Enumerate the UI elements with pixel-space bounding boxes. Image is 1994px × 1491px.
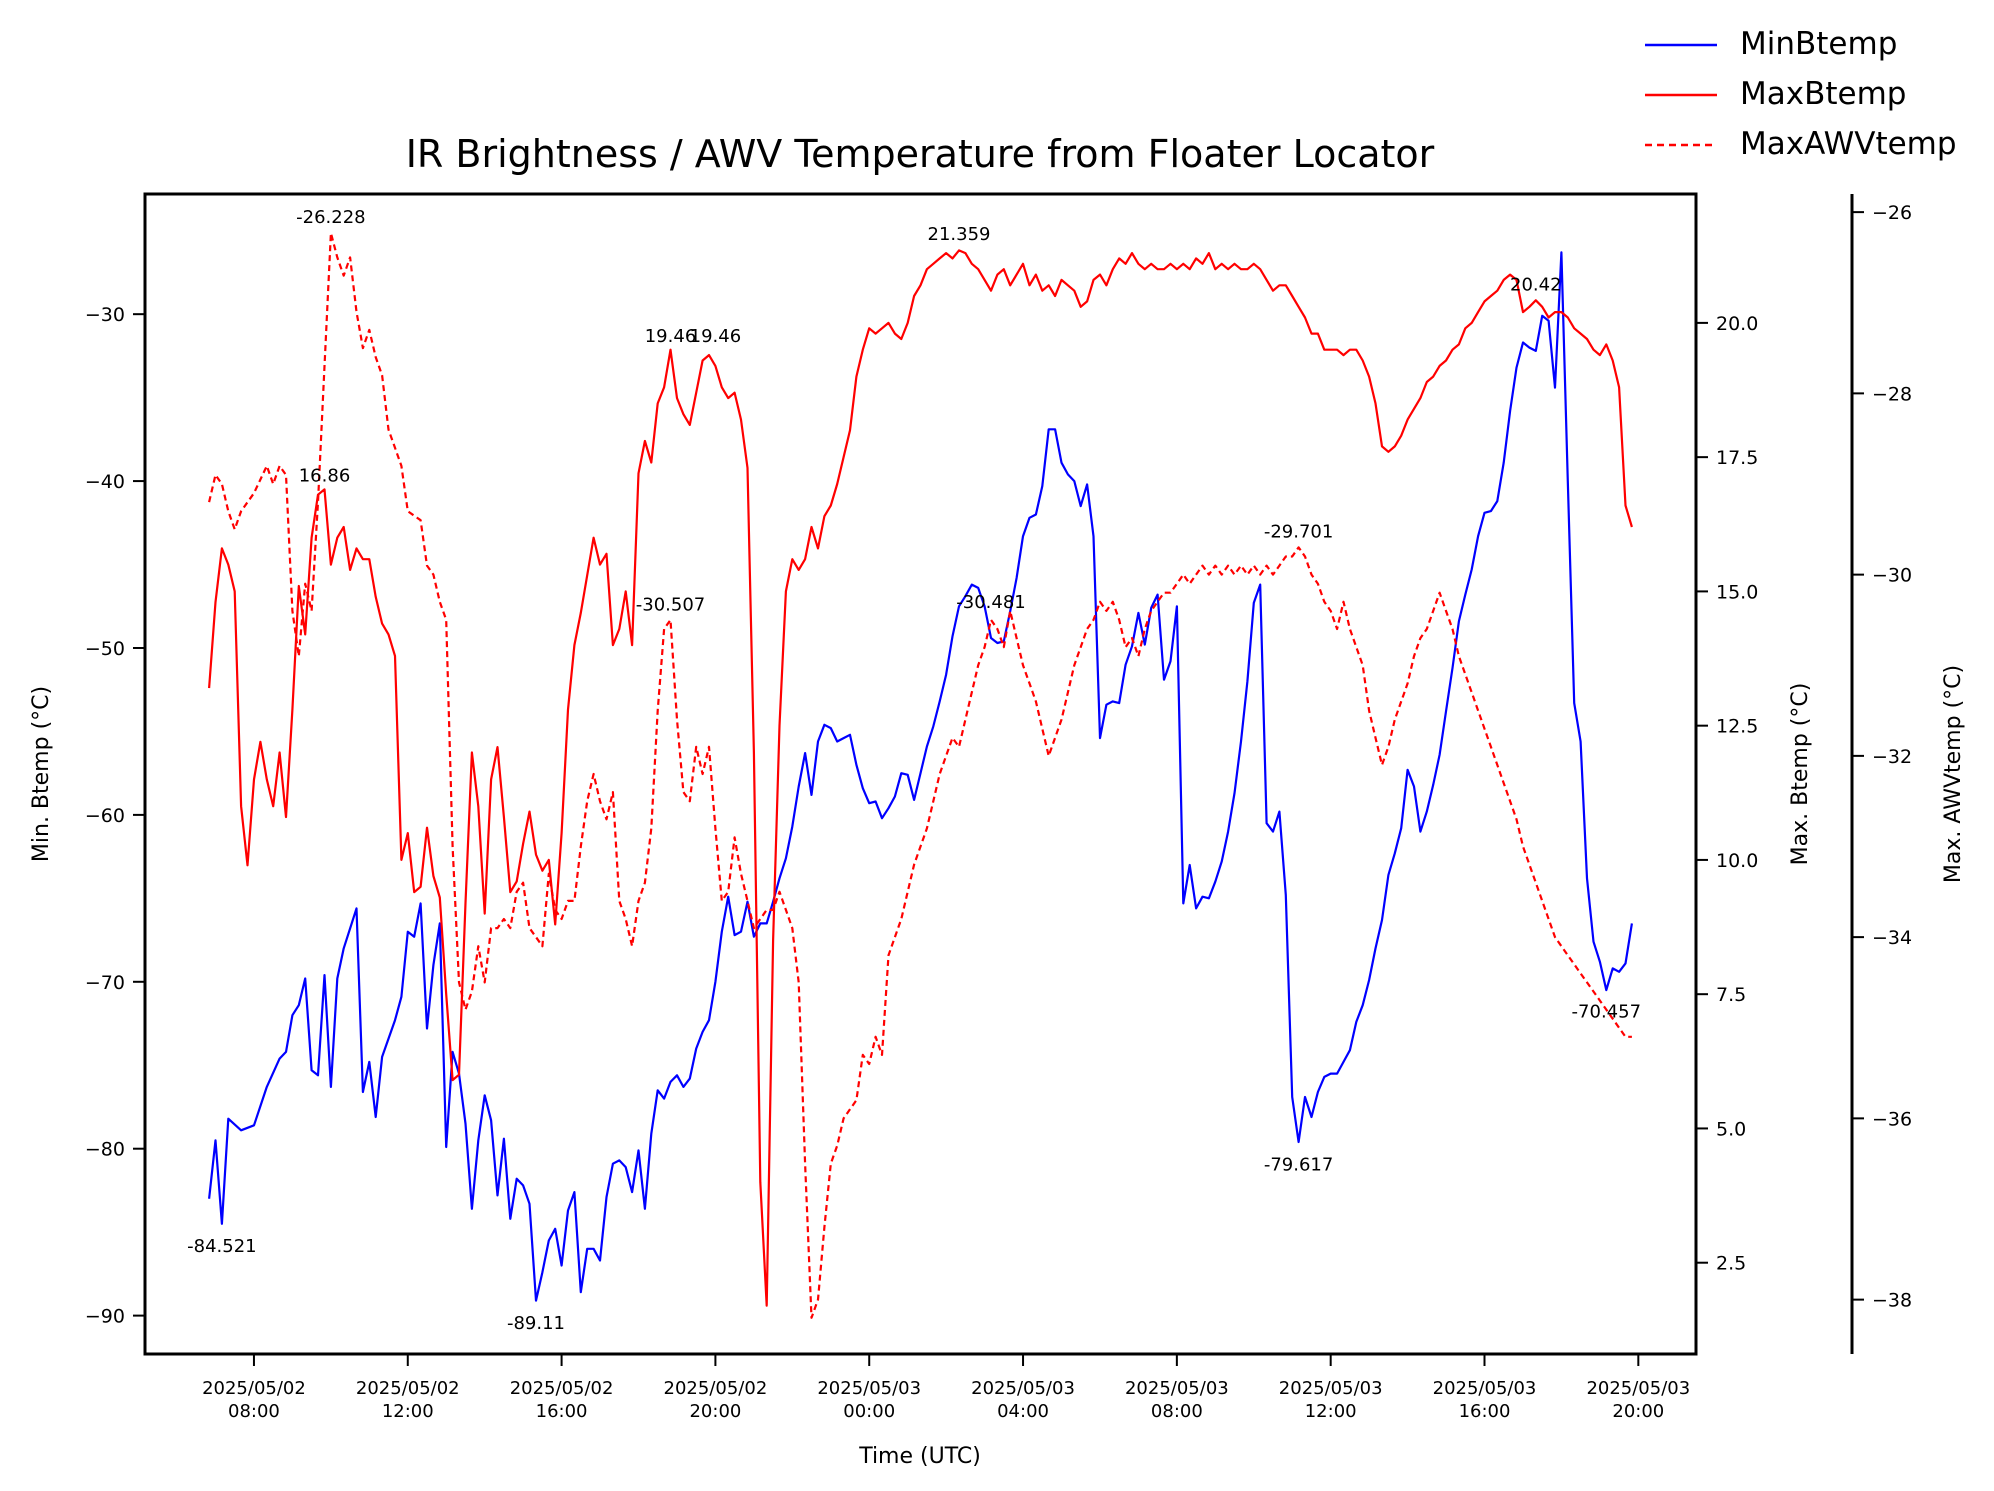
- plot-frame: [143, 192, 1698, 1356]
- data-label: 20.42: [1510, 274, 1562, 295]
- data-label: 16.86: [299, 466, 351, 487]
- x-tick-label-date: 2025/05/03: [817, 1378, 921, 1399]
- y-left-tick-label: −30: [85, 304, 125, 326]
- x-tick-label-date: 2025/05/03: [971, 1378, 1075, 1399]
- y-right2-tick-label: −32: [1872, 746, 1912, 768]
- x-tick-label-time: 12:00: [382, 1401, 434, 1422]
- y-right2-tick-label: −28: [1872, 383, 1912, 405]
- x-tick-label-date: 2025/05/03: [1279, 1378, 1383, 1399]
- x-tick-label-time: 00:00: [843, 1401, 895, 1422]
- x-tick-label-time: 08:00: [1151, 1401, 1203, 1422]
- y-right-tick-label: 10.0: [1716, 850, 1758, 872]
- y-right-tick-label: 7.5: [1716, 984, 1746, 1006]
- series-layer: [208, 231, 1633, 1319]
- y-right-tick-label: 2.5: [1716, 1253, 1746, 1275]
- series-line-minbtemp: [208, 251, 1633, 1302]
- x-tick-label-date: 2025/05/02: [202, 1378, 306, 1399]
- y-left-tick-label: −70: [85, 972, 125, 994]
- y-right-tick-label: 17.5: [1716, 447, 1758, 469]
- y-left-tick-label: −90: [85, 1306, 125, 1328]
- data-label: 21.359: [928, 224, 991, 245]
- x-tick-label-date: 2025/05/02: [356, 1378, 460, 1399]
- x-axis-label: Time (UTC): [858, 1444, 981, 1469]
- x-tick-label-time: 08:00: [228, 1401, 280, 1422]
- data-label: -26.228: [296, 207, 365, 228]
- legend-label-minbtemp: MinBtemp: [1740, 26, 1897, 62]
- legend-label-maxbtemp: MaxBtemp: [1740, 76, 1906, 112]
- chart-title: IR Brightness / AWV Temperature from Flo…: [406, 132, 1435, 176]
- y-right-tick-label: 20.0: [1716, 313, 1758, 335]
- x-tick-label-time: 20:00: [689, 1401, 741, 1422]
- data-label: -30.507: [636, 595, 705, 616]
- x-axis: 2025/05/0208:002025/05/0212:002025/05/02…: [202, 1354, 1690, 1422]
- x-tick-label-time: 16:00: [1459, 1401, 1511, 1422]
- data-label: -29.701: [1264, 522, 1333, 543]
- y-right-axis: 2.5 5.0 7.5 10.0 12.5 15.0 17.5 20.0: [1696, 313, 1758, 1275]
- data-label: 19.46: [690, 326, 742, 347]
- legend-label-maxawvtemp: MaxAWVtemp: [1740, 126, 1957, 162]
- data-label: -79.617: [1264, 1154, 1333, 1175]
- y-left-axis: −90 −80 −70 −60 −50 −40 −30: [85, 304, 145, 1328]
- x-tick-label-date: 2025/05/03: [1586, 1378, 1690, 1399]
- y-right-tick-label: 5.0: [1716, 1118, 1746, 1140]
- y-right2-tick-label: −34: [1872, 927, 1912, 949]
- y-left-tick-label: −50: [85, 638, 125, 660]
- x-tick-label-time: 12:00: [1305, 1401, 1357, 1422]
- data-label: 19.46: [645, 326, 697, 347]
- y-right2-tick-label: −30: [1872, 565, 1912, 587]
- x-tick-label-time: 20:00: [1612, 1401, 1664, 1422]
- y-left-tick-label: −60: [85, 805, 125, 827]
- y-left-tick-label: −80: [85, 1139, 125, 1161]
- series-line-maxbtemp: [208, 249, 1633, 1307]
- data-label: -70.457: [1572, 1001, 1641, 1022]
- y-right2-axis-label: Max. AWVtemp (°C): [1941, 665, 1966, 883]
- y-right2-tick-label: −38: [1872, 1290, 1912, 1312]
- data-label: -30.481: [956, 592, 1025, 613]
- x-tick-label-date: 2025/05/03: [1433, 1378, 1537, 1399]
- y-right-axis-label: Max. Btemp (°C): [1788, 683, 1813, 866]
- x-tick-label-time: 16:00: [536, 1401, 588, 1422]
- annotation-layer: -84.521 -89.11 -79.617 -70.457 16.86 19.4619.…: [187, 207, 1641, 1334]
- y-left-axis-label: Min. Btemp (°C): [29, 686, 54, 862]
- y-right2-axis: −38 −36 −34 −32 −30 −28 −26: [1852, 202, 1912, 1312]
- y-right2-tick-label: −36: [1872, 1108, 1912, 1130]
- series-line-maxawvtemp: [208, 231, 1632, 1319]
- y-right2-tick-label: −26: [1872, 202, 1912, 224]
- y-right-tick-label: 12.5: [1716, 716, 1758, 738]
- legend: MinBtemp MaxBtemp MaxAWVtemp: [1645, 26, 1957, 162]
- x-tick-label-date: 2025/05/02: [664, 1378, 768, 1399]
- x-tick-label-date: 2025/05/02: [510, 1378, 614, 1399]
- x-tick-label-date: 2025/05/03: [1125, 1378, 1229, 1399]
- y-left-tick-label: −40: [85, 471, 125, 493]
- data-label: -89.11: [507, 1313, 565, 1334]
- y-right-tick-label: 15.0: [1716, 581, 1758, 603]
- x-tick-label-time: 04:00: [997, 1401, 1049, 1422]
- data-label: -84.521: [187, 1236, 256, 1257]
